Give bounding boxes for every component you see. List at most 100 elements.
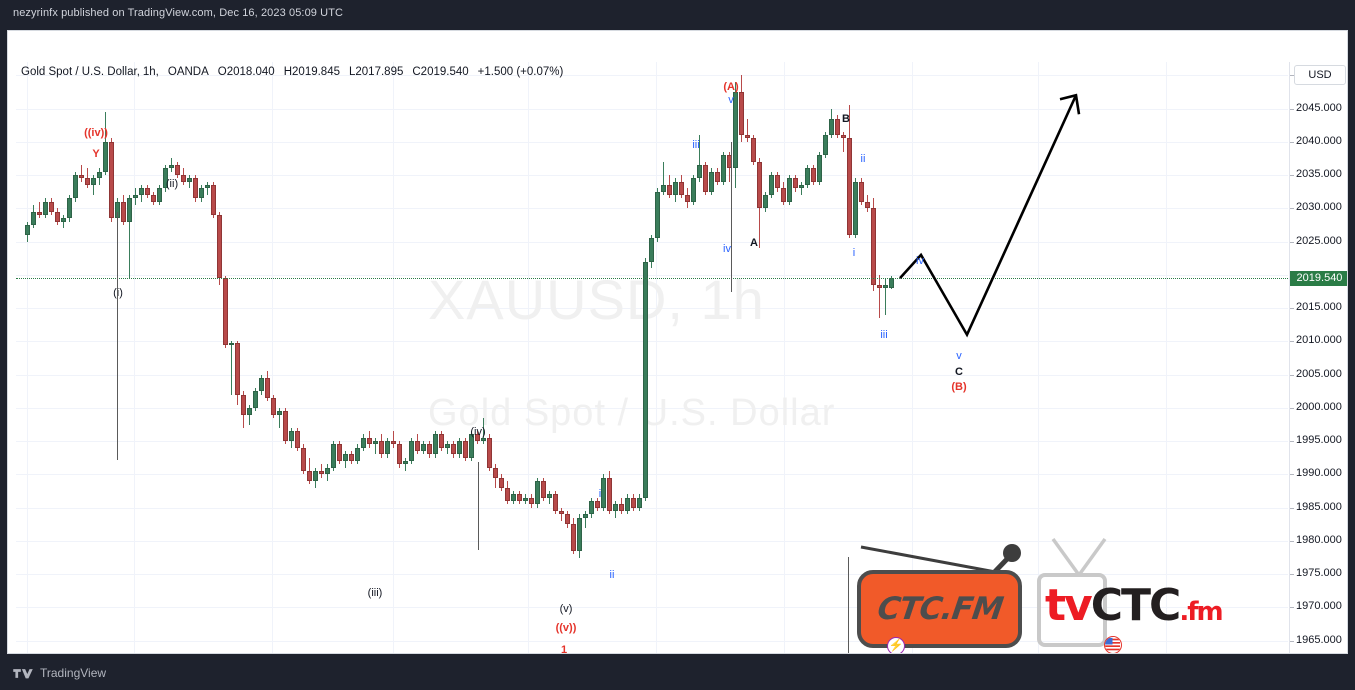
candle-body [198,188,204,199]
candlestick [84,168,90,189]
vertical-gridline [134,62,135,653]
candle-body [474,434,480,442]
price-tick-label: 1980.000 [1296,533,1342,546]
candle-body [246,407,252,415]
candle-body [108,141,114,219]
candle-body [120,201,126,222]
candle-body [66,198,72,219]
candle-body [270,397,276,415]
candlestick [468,431,474,462]
candle-body [354,447,360,462]
candle-body [228,342,234,345]
price-tick-label: 2040.000 [1296,134,1342,147]
legend-interval[interactable]: 1h, [142,66,159,78]
tv-box-outline [1037,573,1107,647]
candle-body [54,211,60,222]
legend-symbol[interactable]: Gold Spot / U.S. Dollar, [21,66,140,78]
candle-body [318,471,324,475]
candlestick [384,437,390,458]
candle-body [480,437,486,442]
candle-body [84,178,90,186]
horizontal-gridline [16,375,1288,376]
candlestick [618,497,624,515]
candlestick [522,494,528,505]
wave-label: iv [723,243,731,255]
candlestick [498,474,504,492]
candle-body [300,447,306,472]
candle-body [42,201,48,215]
wave-label: iv [916,255,924,267]
candle-wick [662,161,664,196]
tradingview-branding[interactable]: TradingView [13,666,106,680]
candle-body [834,118,840,136]
candle-body [378,441,384,455]
candlestick [138,185,144,202]
horizontal-gridline [16,341,1288,342]
candle-wick [392,431,394,448]
candle-wick [884,278,886,315]
candlestick [804,165,810,189]
candlestick [240,391,246,428]
candle-body [564,514,570,525]
candlestick [456,437,462,458]
candlestick [876,274,882,319]
candle-body [810,168,816,182]
vertical-gridline [528,62,529,653]
candle-body [774,175,780,189]
candle-body [402,461,408,465]
price-axis[interactable]: 2050.0002045.0002040.0002035.0002030.000… [1289,62,1347,653]
candle-body [660,185,666,192]
legend-low: L2017.895 [349,66,404,78]
candle-body [846,138,852,235]
candle-body [258,377,264,392]
us-flag-event-icon[interactable] [1104,636,1122,653]
candle-wick [698,135,700,182]
candle-body [690,178,696,202]
candlestick [882,278,888,315]
wave-label: C [955,366,963,378]
candle-body [462,441,468,458]
horizontal-gridline [16,109,1288,110]
candle-body [756,161,762,209]
candle-body [798,185,804,189]
horizontal-gridline [16,641,1288,642]
candle-body [150,195,156,202]
price-tick-mark [1290,474,1294,475]
vertical-gridline [1038,62,1039,653]
chart-panel[interactable]: Gold Spot / U.S. Dollar, 1h, OANDA O2018.04… [7,30,1348,654]
candle-body [60,218,66,222]
economic-event-bolt-icon[interactable]: ⚡ [887,637,905,653]
candle-body [708,171,714,192]
candle-body [276,411,282,415]
candlestick [354,444,360,465]
price-tick-label: 2015.000 [1296,301,1342,314]
candle-wick [446,441,448,455]
candle-body [630,497,636,508]
candlestick [714,168,720,186]
candlestick [768,171,774,199]
candle-body [738,91,744,136]
candle-body [546,494,552,498]
candlestick [462,437,468,462]
candle-body [516,494,522,501]
candlestick [378,434,384,458]
candlestick [204,181,210,196]
candle-body [540,481,546,498]
candlestick [564,510,570,528]
candlestick [294,427,300,452]
candle-body [240,394,246,415]
candle-wick [482,417,484,445]
plot-area[interactable]: XAUUSD, 1h Gold Spot / U.S. Dollar ((iv)… [16,62,1288,653]
candle-body [642,261,648,498]
price-tick-mark [1290,375,1294,376]
wave-label: ii [860,153,866,165]
candlestick [270,394,276,418]
chart-legend[interactable]: Gold Spot / U.S. Dollar, 1h, OANDA O2018.04… [21,66,572,78]
footer-bar [0,656,1355,690]
currency-unit-button[interactable]: USD [1294,65,1346,85]
vertical-gridline [1166,62,1167,653]
candle-body [624,497,630,511]
candle-body [852,181,858,235]
candlestick [276,407,282,428]
candlestick [144,185,150,199]
